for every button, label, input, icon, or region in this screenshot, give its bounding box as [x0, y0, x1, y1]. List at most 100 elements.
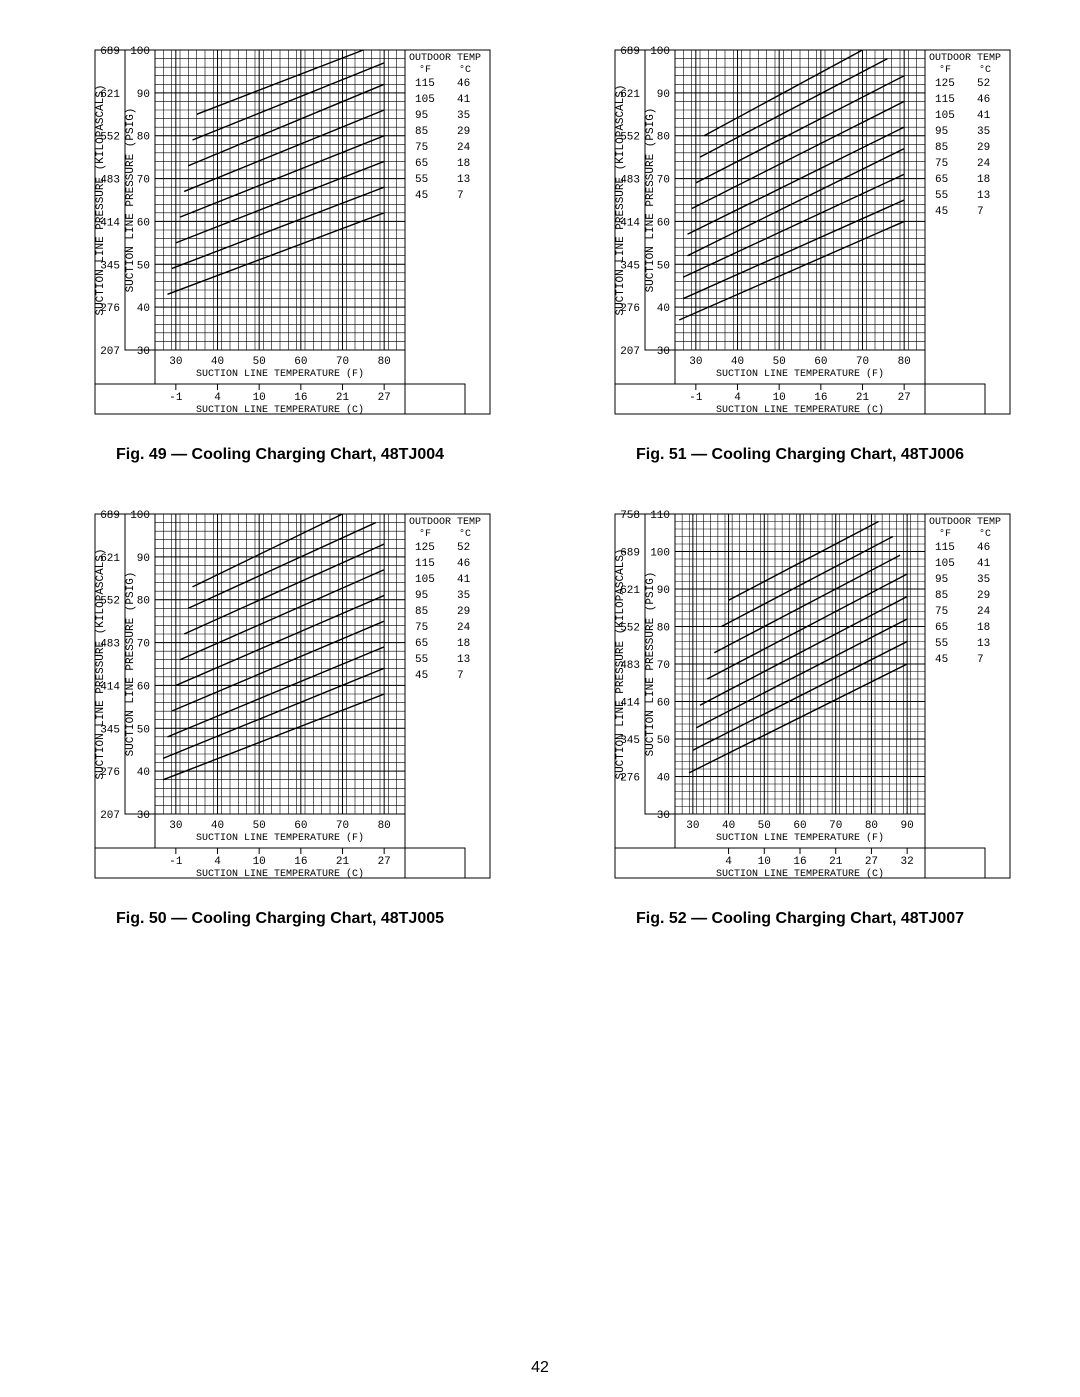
svg-text:40: 40	[657, 303, 670, 315]
svg-text:50: 50	[137, 260, 150, 272]
svg-text:90: 90	[137, 89, 150, 101]
caption-fig51: Fig. 51 — Cooling Charging Chart, 48TJ00…	[636, 446, 964, 464]
svg-text:30: 30	[657, 810, 670, 822]
caption-fig52: Fig. 52 — Cooling Charging Chart, 48TJ00…	[636, 910, 964, 928]
svg-text:10: 10	[253, 392, 266, 404]
svg-text:SUCTION LINE PRESSURE (PSIG): SUCTION LINE PRESSURE (PSIG)	[125, 572, 137, 757]
svg-text:105: 105	[415, 574, 435, 586]
svg-text:30: 30	[689, 356, 702, 368]
svg-text:125: 125	[415, 542, 435, 554]
svg-text:60: 60	[657, 698, 670, 710]
svg-text:50: 50	[773, 356, 786, 368]
svg-text:60: 60	[294, 820, 307, 832]
svg-text:40: 40	[211, 356, 224, 368]
svg-text:689: 689	[100, 46, 120, 58]
svg-text:-1: -1	[169, 392, 183, 404]
svg-text:52: 52	[457, 542, 470, 554]
svg-text:7: 7	[977, 654, 984, 666]
svg-text:60: 60	[294, 356, 307, 368]
svg-text:100: 100	[130, 510, 150, 522]
svg-text:65: 65	[935, 622, 948, 634]
svg-text:10: 10	[773, 392, 786, 404]
svg-text:30: 30	[657, 346, 670, 358]
svg-text:13: 13	[977, 190, 990, 202]
svg-text:-1: -1	[689, 392, 703, 404]
svg-text:°C: °C	[459, 528, 471, 540]
svg-text:75: 75	[935, 606, 948, 618]
svg-text:18: 18	[977, 622, 990, 634]
svg-text:50: 50	[137, 724, 150, 736]
svg-text:50: 50	[657, 260, 670, 272]
svg-text:27: 27	[865, 856, 878, 868]
svg-text:35: 35	[977, 126, 990, 138]
svg-text:SUCTION LINE PRESSURE (PSIG): SUCTION LINE PRESSURE (PSIG)	[645, 108, 657, 293]
svg-text:10: 10	[758, 856, 771, 868]
svg-text:125: 125	[935, 78, 955, 90]
svg-text:40: 40	[137, 767, 150, 779]
panel-fig51: 3040506070809010020727634541448355262168…	[560, 40, 1040, 464]
svg-text:24: 24	[457, 622, 471, 634]
svg-text:80: 80	[137, 596, 150, 608]
chart-fig50: 3040506070809010020727634541448355262168…	[60, 504, 500, 904]
svg-text:29: 29	[977, 590, 990, 602]
svg-text:21: 21	[336, 392, 350, 404]
svg-text:105: 105	[935, 110, 955, 122]
svg-text:SUCTION LINE PRESSURE (KILOPAS: SUCTION LINE PRESSURE (KILOPASCALS)	[95, 548, 107, 779]
svg-text:7: 7	[977, 206, 984, 218]
svg-text:29: 29	[457, 606, 470, 618]
page-number: 42	[0, 1359, 1080, 1377]
svg-text:45: 45	[415, 670, 428, 682]
svg-text:75: 75	[415, 142, 428, 154]
svg-text:70: 70	[137, 175, 150, 187]
svg-text:10: 10	[253, 856, 266, 868]
svg-text:90: 90	[137, 553, 150, 565]
svg-text:758: 758	[620, 510, 640, 522]
svg-text:30: 30	[137, 810, 150, 822]
svg-text:115: 115	[935, 94, 955, 106]
svg-text:40: 40	[211, 820, 224, 832]
svg-text:100: 100	[650, 548, 670, 560]
svg-text:40: 40	[731, 356, 744, 368]
svg-text:27: 27	[898, 392, 911, 404]
svg-text:SUCTION LINE TEMPERATURE (F): SUCTION LINE TEMPERATURE (F)	[716, 832, 884, 844]
svg-text:24: 24	[977, 158, 991, 170]
svg-text:50: 50	[253, 356, 266, 368]
caption-fig50: Fig. 50 — Cooling Charging Chart, 48TJ00…	[116, 910, 444, 928]
svg-text:85: 85	[415, 606, 428, 618]
svg-text:SUCTION LINE TEMPERATURE (C): SUCTION LINE TEMPERATURE (C)	[196, 404, 364, 416]
svg-text:16: 16	[814, 392, 827, 404]
svg-text:27: 27	[378, 392, 391, 404]
svg-text:52: 52	[977, 78, 990, 90]
svg-text:80: 80	[137, 132, 150, 144]
svg-text:60: 60	[793, 820, 806, 832]
svg-text:4: 4	[734, 392, 741, 404]
svg-text:80: 80	[865, 820, 878, 832]
svg-text:70: 70	[657, 660, 670, 672]
svg-text:90: 90	[657, 585, 670, 597]
svg-text:SUCTION LINE PRESSURE (KILOPAS: SUCTION LINE PRESSURE (KILOPASCALS)	[95, 84, 107, 315]
svg-text:30: 30	[169, 820, 182, 832]
svg-text:60: 60	[137, 681, 150, 693]
svg-text:70: 70	[137, 639, 150, 651]
svg-text:85: 85	[415, 126, 428, 138]
svg-text:41: 41	[977, 558, 991, 570]
svg-text:75: 75	[935, 158, 948, 170]
svg-text:50: 50	[253, 820, 266, 832]
svg-text:18: 18	[457, 158, 470, 170]
svg-text:OUTDOOR TEMP: OUTDOOR TEMP	[929, 53, 1001, 64]
svg-text:7: 7	[457, 190, 464, 202]
svg-text:°C: °C	[979, 528, 991, 540]
svg-text:41: 41	[977, 110, 991, 122]
svg-text:°F: °F	[419, 528, 431, 540]
svg-text:SUCTION LINE TEMPERATURE (C): SUCTION LINE TEMPERATURE (C)	[716, 868, 884, 880]
svg-text:70: 70	[829, 820, 842, 832]
svg-text:24: 24	[457, 142, 471, 154]
svg-text:46: 46	[977, 94, 990, 106]
svg-text:80: 80	[657, 623, 670, 635]
svg-text:207: 207	[620, 346, 640, 358]
svg-text:4: 4	[725, 856, 732, 868]
chart-grid: 3040506070809010020727634541448355262168…	[0, 0, 1080, 928]
svg-text:46: 46	[457, 78, 470, 90]
svg-text:°F: °F	[939, 528, 951, 540]
svg-text:30: 30	[169, 356, 182, 368]
